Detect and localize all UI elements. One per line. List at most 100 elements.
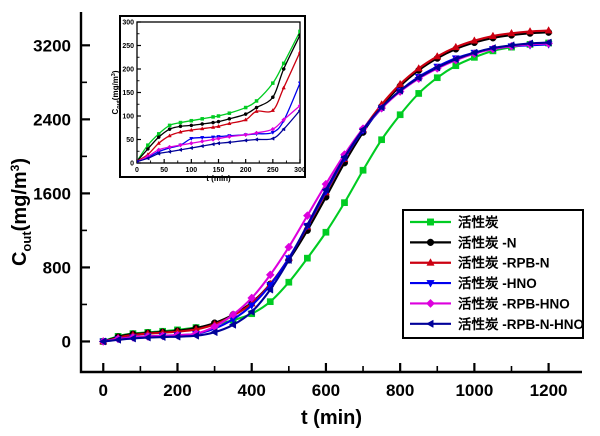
inset-series-marker-1 <box>254 105 259 110</box>
inset-y-ticklabel-0: 0 <box>130 161 134 168</box>
y-axis-title: Cout(mg/m3) <box>8 158 34 266</box>
inset-x-ticklabel-0: 0 <box>135 167 139 174</box>
x-ticklabel-600: 600 <box>312 381 340 400</box>
series-marker-0 <box>266 298 274 306</box>
series-marker-3 <box>247 302 256 310</box>
inset-y-axis-title-text: Cout(mg/m3) <box>111 70 122 114</box>
inset-series-marker-1 <box>216 119 221 124</box>
x-ticklabel-1200: 1200 <box>530 381 568 400</box>
inset-series-marker-5 <box>216 141 221 146</box>
y-axis-title-text: Cout(mg/m3) <box>8 158 34 266</box>
inset-series-marker-2 <box>243 117 248 122</box>
x-ticklabel-800: 800 <box>386 381 414 400</box>
inset-y-title-close: ) <box>111 70 120 73</box>
legend-item-2[interactable]: 活性炭 -RPB-N <box>410 255 550 271</box>
series-marker-2 <box>544 26 553 34</box>
y-title-rest: (mg/m <box>9 171 31 231</box>
y-ticklabel-800: 800 <box>43 258 71 277</box>
y-title-sub: out <box>19 231 34 252</box>
inset-series-marker-0 <box>281 61 286 66</box>
inset-series-marker-1 <box>167 127 172 131</box>
inset-series-marker-0 <box>189 118 194 123</box>
inset-series-marker-3 <box>200 136 205 141</box>
x-ticklabel-1000: 1000 <box>455 381 493 400</box>
inset-series-marker-3 <box>189 137 194 141</box>
series-marker-2 <box>414 64 423 72</box>
inset-series-marker-4 <box>199 139 205 144</box>
legend-background <box>402 209 584 339</box>
x-ticklabel-0: 0 <box>99 381 108 400</box>
inset-series-marker-0 <box>227 111 232 115</box>
inset-series-marker-1 <box>271 95 275 100</box>
series-marker-2 <box>526 27 535 35</box>
series-marker-5 <box>143 333 151 342</box>
inset-series-marker-4 <box>254 130 259 136</box>
inset-series-marker-2 <box>189 127 194 132</box>
inset-series-marker-4 <box>216 136 221 141</box>
legend-item-1[interactable]: 活性炭 -N <box>410 234 517 250</box>
series-marker-5 <box>432 63 441 72</box>
series-marker-0 <box>322 228 330 236</box>
legend-item-4[interactable]: 活性炭 -RPB-HNO <box>410 295 570 311</box>
series-marker-4 <box>265 270 275 280</box>
y-ticklabel-2400: 2400 <box>33 110 71 129</box>
inset-series-marker-1 <box>298 33 300 37</box>
y-ticklabel-1600: 1600 <box>33 184 71 203</box>
inset-y-ticklabel-50: 50 <box>126 137 134 144</box>
series-marker-0 <box>396 111 404 119</box>
series-marker-2 <box>396 79 405 88</box>
inset-y-ticklabel-250: 250 <box>122 43 134 50</box>
inset-x-ticklabel-200: 200 <box>240 167 252 174</box>
inset-series-marker-5 <box>137 159 139 163</box>
series-marker-2 <box>433 52 442 60</box>
inset-x-axis-title: t (min) <box>206 174 231 183</box>
series-marker-2 <box>451 42 460 51</box>
x-ticklabel-400: 400 <box>238 381 266 400</box>
series-marker-5 <box>247 307 255 316</box>
inset-series-marker-1 <box>281 67 286 71</box>
legend-marker-0 <box>427 218 434 226</box>
series-marker-5 <box>469 48 478 57</box>
y-title-base: C <box>9 252 31 266</box>
inset-series-marker-1 <box>243 112 248 116</box>
inset-series-marker-3 <box>297 81 300 86</box>
legend-marker-5 <box>425 319 434 328</box>
legend-label-1: 活性炭 -N <box>458 234 517 250</box>
legend-label-4: 活性炭 -RPB-HNO <box>458 295 570 311</box>
inset-series-marker-2 <box>254 108 259 113</box>
inset-series-marker-4 <box>243 132 248 138</box>
series-marker-0 <box>341 199 348 206</box>
inset-series-marker-2 <box>156 140 161 145</box>
main-series-group <box>98 26 553 346</box>
inset-y-axis-title: Cout(mg/m3) <box>111 70 122 114</box>
series-marker-5 <box>358 125 366 134</box>
series-marker-5 <box>321 185 329 194</box>
inset-series-marker-1 <box>200 122 205 126</box>
legend-item-5[interactable]: 活性炭 -RPB-N-HNO <box>410 316 584 332</box>
inset-series-marker-2 <box>216 123 221 128</box>
series-marker-2 <box>507 28 516 37</box>
legend-label-0: 活性炭 <box>458 214 499 230</box>
series-marker-5 <box>302 220 311 229</box>
legend-item-3[interactable]: 活性炭 -HNO <box>410 275 537 291</box>
inset-series-marker-4 <box>227 134 232 139</box>
series-marker-5 <box>113 335 121 344</box>
series-marker-0 <box>285 278 293 286</box>
inset-plot: 0 50 100 150 200 250 300 0 50 100 150 200 250 300 t (m… <box>111 15 306 183</box>
series-marker-0 <box>378 136 385 144</box>
inset-series-marker-5 <box>254 137 259 142</box>
series-marker-5 <box>414 73 422 82</box>
inset-series-marker-5 <box>178 147 182 152</box>
inset-x-ticklabel-50: 50 <box>160 167 168 174</box>
inset-y-ticklabel-150: 150 <box>122 90 134 97</box>
inset-series-marker-1 <box>227 116 232 121</box>
legend-item-0[interactable]: 活性炭 <box>410 214 499 230</box>
x-ticklabel-200: 200 <box>163 381 191 400</box>
series-marker-5 <box>173 332 181 341</box>
inset-series-marker-5 <box>210 142 215 147</box>
inset-series-marker-1 <box>146 147 150 151</box>
inset-series-marker-0 <box>156 132 161 136</box>
y-ticklabel-3200: 3200 <box>33 36 71 55</box>
